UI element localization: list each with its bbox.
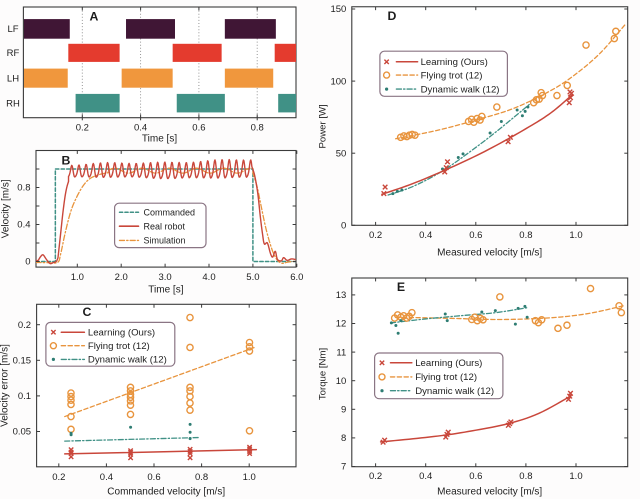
svg-text:100: 100 xyxy=(330,76,346,87)
svg-text:5.0: 5.0 xyxy=(246,272,259,283)
svg-text:0.8: 0.8 xyxy=(251,123,264,134)
svg-text:0.8: 0.8 xyxy=(519,471,532,482)
svg-text:12: 12 xyxy=(336,319,347,330)
svg-text:Learning (Ours): Learning (Ours) xyxy=(421,57,488,68)
svg-text:RF: RF xyxy=(7,48,20,59)
svg-text:6.0: 6.0 xyxy=(290,272,303,283)
svg-text:1.0: 1.0 xyxy=(71,272,84,283)
svg-text:8: 8 xyxy=(341,433,346,444)
svg-text:Dynamic walk (12): Dynamic walk (12) xyxy=(421,84,500,95)
svg-text:0: 0 xyxy=(25,257,30,268)
svg-text:0.4: 0.4 xyxy=(134,123,147,134)
svg-text:0.2: 0.2 xyxy=(18,320,31,331)
svg-text:0.4: 0.4 xyxy=(419,471,432,482)
svg-text:Commanded: Commanded xyxy=(144,208,196,218)
svg-text:Power [W]: Power [W] xyxy=(318,104,329,148)
svg-text:Simulation: Simulation xyxy=(144,236,186,246)
svg-text:Flying trot (12): Flying trot (12) xyxy=(421,70,483,81)
svg-text:50: 50 xyxy=(336,148,347,159)
svg-text:0.8: 0.8 xyxy=(195,472,208,483)
svg-text:0.2: 0.2 xyxy=(369,230,382,241)
svg-text:1.0: 1.0 xyxy=(569,471,582,482)
svg-text:0.8: 0.8 xyxy=(519,230,532,241)
svg-text:10: 10 xyxy=(336,376,347,387)
svg-text:Flying trot (12): Flying trot (12) xyxy=(88,341,150,352)
svg-text:3.0: 3.0 xyxy=(158,272,171,283)
svg-text:1.0: 1.0 xyxy=(569,230,582,241)
svg-text:RH: RH xyxy=(6,98,20,109)
svg-text:9: 9 xyxy=(341,405,346,416)
svg-text:0.2: 0.2 xyxy=(76,123,89,134)
svg-text:Learning (Ours): Learning (Ours) xyxy=(415,358,482,369)
svg-text:1.0: 1.0 xyxy=(243,472,256,483)
svg-text:Commanded velocity [m/s]: Commanded velocity [m/s] xyxy=(107,487,225,498)
svg-text:D: D xyxy=(388,9,397,23)
svg-text:0.15: 0.15 xyxy=(13,356,32,367)
svg-text:0.1: 0.1 xyxy=(18,391,31,402)
svg-text:0.8: 0.8 xyxy=(17,183,30,194)
svg-text:7: 7 xyxy=(341,462,346,473)
svg-text:Time [s]: Time [s] xyxy=(148,284,183,295)
svg-text:LF: LF xyxy=(7,24,18,35)
svg-text:4.0: 4.0 xyxy=(202,272,215,283)
svg-text:0.2: 0.2 xyxy=(52,472,65,483)
svg-text:Time [s]: Time [s] xyxy=(142,134,177,145)
svg-text:0.6: 0.6 xyxy=(469,471,482,482)
svg-text:Flying trot (12): Flying trot (12) xyxy=(415,372,477,383)
svg-text:0.4: 0.4 xyxy=(100,472,113,483)
svg-text:0: 0 xyxy=(341,221,346,232)
svg-text:Velocity [m/s]: Velocity [m/s] xyxy=(1,179,12,238)
svg-text:13: 13 xyxy=(336,290,347,301)
svg-text:0.05: 0.05 xyxy=(13,427,32,438)
svg-text:LH: LH xyxy=(7,73,19,84)
svg-text:0.4: 0.4 xyxy=(419,230,432,241)
svg-text:A: A xyxy=(90,10,99,24)
svg-text:Torque [Nm]: Torque [Nm] xyxy=(317,348,328,400)
svg-text:Real robot: Real robot xyxy=(144,222,186,232)
svg-text:0.4: 0.4 xyxy=(17,220,30,231)
svg-text:Measured velocity [m/s]: Measured velocity [m/s] xyxy=(437,247,542,258)
svg-text:0.6: 0.6 xyxy=(192,123,205,134)
svg-text:Measured velocity [m/s]: Measured velocity [m/s] xyxy=(437,487,542,498)
svg-text:E: E xyxy=(397,280,405,294)
svg-text:C: C xyxy=(83,305,92,319)
svg-text:Dynamic walk (12): Dynamic walk (12) xyxy=(88,355,167,366)
svg-text:Velocity error [m/s]: Velocity error [m/s] xyxy=(0,344,11,427)
svg-text:0.6: 0.6 xyxy=(469,230,482,241)
svg-text:B: B xyxy=(62,154,71,168)
svg-text:0.6: 0.6 xyxy=(147,472,160,483)
svg-text:150: 150 xyxy=(330,4,346,15)
svg-text:Dynamic walk (12): Dynamic walk (12) xyxy=(415,386,494,397)
svg-text:11: 11 xyxy=(336,347,346,358)
svg-text:2.0: 2.0 xyxy=(115,272,128,283)
svg-text:Learning (Ours): Learning (Ours) xyxy=(88,328,155,339)
svg-text:0.2: 0.2 xyxy=(369,471,382,482)
